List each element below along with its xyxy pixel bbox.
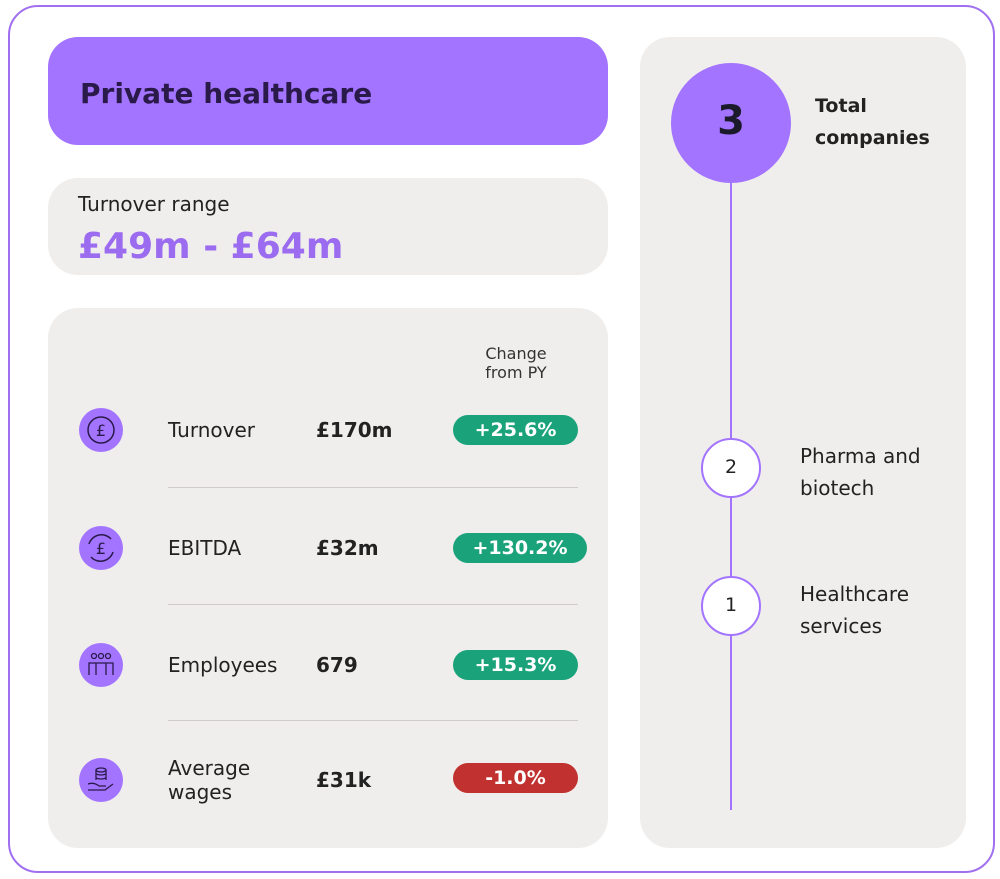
segment-count: 1 bbox=[724, 594, 738, 616]
metric-value: £31k bbox=[316, 768, 372, 792]
icon: £ bbox=[79, 408, 123, 452]
separator bbox=[168, 487, 578, 488]
change-badge: -1.0% bbox=[453, 763, 578, 793]
metric-value: £170m bbox=[316, 418, 393, 442]
metric-label: Employees bbox=[168, 653, 278, 677]
metric-label: Turnover bbox=[168, 418, 256, 442]
header: Private healthcare bbox=[48, 37, 608, 145]
change-badge: +25.6% bbox=[453, 415, 578, 445]
icon bbox=[79, 643, 123, 687]
segment-label: Healthcare services bbox=[800, 582, 910, 638]
change-badge: +15.3% bbox=[453, 650, 578, 680]
column-header: Change from PY bbox=[485, 344, 547, 382]
segment-label: Pharma and biotech bbox=[800, 444, 921, 500]
frame bbox=[8, 5, 995, 873]
range-label: Turnover range bbox=[78, 192, 230, 216]
separator bbox=[168, 604, 578, 605]
metric-label: EBITDA bbox=[168, 536, 242, 560]
segment-circle bbox=[701, 438, 761, 498]
svg-text:£: £ bbox=[96, 539, 106, 558]
companies-panel bbox=[640, 37, 966, 848]
icon: £ bbox=[79, 526, 123, 570]
timeline bbox=[671, 63, 791, 810]
turnover-range: Turnover range £49m - £64m bbox=[48, 178, 608, 275]
range-value: £49m - £64m bbox=[78, 226, 344, 267]
segment-count: 2 bbox=[724, 456, 738, 478]
metrics-panel bbox=[48, 308, 608, 848]
metric-value: 679 bbox=[316, 653, 358, 677]
total-circle bbox=[671, 63, 791, 183]
title: Private healthcare bbox=[80, 77, 373, 110]
svg-text:£: £ bbox=[96, 421, 106, 440]
metric-label: Average wages bbox=[168, 756, 251, 804]
metric-value: £32m bbox=[316, 536, 379, 560]
separator bbox=[168, 720, 578, 721]
total-label: Total companies bbox=[815, 95, 930, 149]
icon bbox=[79, 758, 123, 802]
change-badge: +130.2% bbox=[453, 533, 587, 563]
total-count: 3 bbox=[717, 98, 745, 144]
segment-circle bbox=[701, 576, 761, 636]
